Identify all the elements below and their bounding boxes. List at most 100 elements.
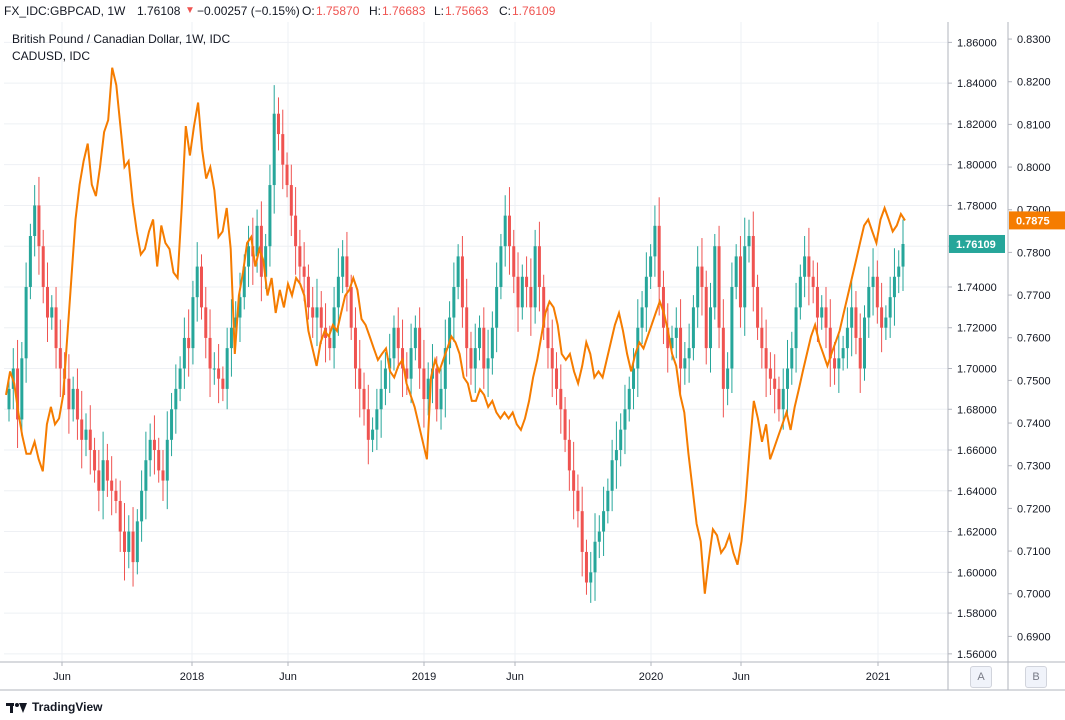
candle-body [516, 276, 520, 308]
candle [623, 384, 627, 455]
candle [627, 376, 631, 422]
candle-body [422, 368, 426, 400]
candle [187, 309, 191, 377]
candle [871, 248, 875, 316]
candle [439, 368, 443, 430]
legend-main[interactable]: British Pound / Canadian Dollar, 1W, IDC [12, 32, 231, 46]
candle-body [529, 286, 533, 308]
candle [302, 242, 306, 302]
candle-body [614, 450, 618, 461]
tradingview-brand[interactable]: TradingView [32, 700, 103, 714]
candle-body [747, 236, 751, 247]
candle [272, 85, 276, 214]
candle [794, 282, 798, 373]
candle-body [140, 490, 144, 522]
candle [550, 319, 554, 398]
x-tick-label: 2020 [639, 671, 663, 683]
candle-body [208, 337, 212, 369]
candle-body [409, 348, 413, 379]
candle-body [101, 460, 105, 491]
candle-body [33, 205, 37, 237]
candle-body [165, 439, 169, 481]
candle [170, 392, 174, 457]
candle [276, 97, 280, 151]
open-value: 1.75870 [316, 4, 360, 18]
candle-body [152, 439, 156, 451]
candle-body [122, 531, 126, 552]
candle [418, 307, 422, 389]
candle-body [460, 256, 464, 308]
candle-body [683, 358, 687, 369]
candle-body [495, 286, 499, 328]
symbol-label[interactable]: FX_IDC:GBPCAD, 1W [4, 4, 126, 18]
candle-body [503, 215, 507, 247]
candle-body [875, 276, 879, 308]
candle-body [576, 490, 580, 512]
candle-body [469, 348, 473, 369]
candle-body [837, 358, 841, 369]
candle [503, 195, 507, 267]
candle [559, 364, 563, 434]
candle-body [392, 327, 396, 359]
candle [760, 307, 764, 369]
candle [567, 419, 571, 491]
candle [555, 352, 559, 406]
candle-body [773, 378, 777, 389]
candle-body [148, 439, 152, 461]
candle [482, 307, 486, 389]
candle-body [281, 134, 285, 165]
candle [786, 339, 790, 418]
candle [281, 109, 285, 190]
y-right-tick-label: 0.7300 [1017, 461, 1051, 473]
candle [460, 236, 464, 328]
candle-body [229, 327, 233, 349]
candle-body [567, 439, 571, 471]
candle-body [161, 470, 165, 481]
candle [589, 551, 593, 603]
candle-body [67, 378, 71, 410]
candle [614, 421, 618, 489]
candle [118, 480, 122, 552]
candle-body [157, 450, 161, 471]
candle [572, 441, 576, 520]
legend-overlay[interactable]: CADUSD, IDC [12, 49, 91, 63]
x-tick-label: Jun [53, 671, 71, 683]
candle [512, 229, 516, 294]
scale-button-a[interactable]: A [970, 666, 992, 688]
candle-body [426, 378, 430, 400]
candle [837, 333, 841, 393]
candle-body [704, 286, 708, 349]
candle [756, 274, 760, 340]
candle [486, 329, 490, 398]
candle-body [191, 297, 195, 349]
candle [884, 305, 888, 340]
x-tick-label: 2018 [180, 671, 204, 683]
candle [507, 187, 511, 275]
candle [409, 323, 413, 404]
candle [127, 515, 131, 569]
candle-body [379, 388, 383, 410]
candle [165, 411, 169, 510]
y-left-tick-label: 1.84000 [957, 78, 997, 90]
candle-body [349, 286, 353, 328]
candle [602, 486, 606, 557]
candle-body [824, 307, 828, 328]
candle [833, 342, 837, 385]
y-right-tick-label: 0.8100 [1017, 119, 1051, 131]
candle-body [627, 388, 631, 410]
candle [259, 201, 263, 302]
y-right-tick-label: 0.7100 [1017, 546, 1051, 558]
candle-body [657, 225, 661, 287]
y-right-tick-label: 0.8000 [1017, 162, 1051, 174]
footer: TradingView [0, 696, 300, 720]
scale-button-b[interactable]: B [1025, 666, 1047, 688]
open-label: O: [302, 4, 315, 18]
candle-body [490, 327, 494, 359]
candle [815, 262, 819, 342]
candle [379, 360, 383, 438]
candle [850, 278, 854, 357]
candle-body [892, 276, 896, 298]
candle-body [84, 429, 88, 440]
candle [97, 450, 101, 512]
